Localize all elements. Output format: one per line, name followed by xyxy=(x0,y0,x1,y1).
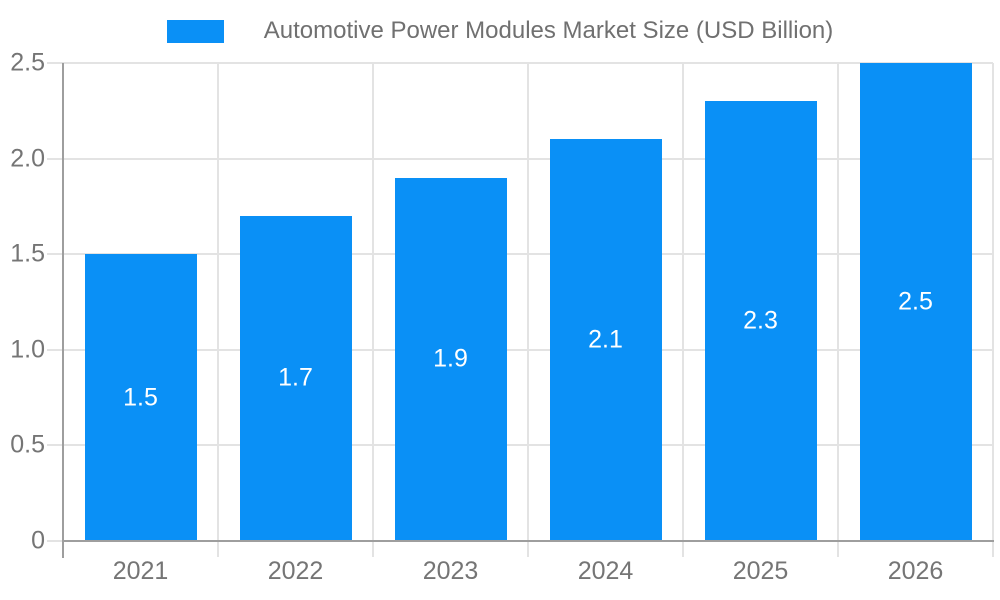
bar[interactable] xyxy=(84,254,197,541)
x-axis-tick-label: 2024 xyxy=(577,557,634,585)
y-tick-mark xyxy=(47,348,63,351)
bar-value-label: 1.5 xyxy=(123,383,158,412)
bar-value-label: 2.3 xyxy=(743,306,778,335)
chart-legend: Automotive Power Modules Market Size (US… xyxy=(0,16,1000,46)
x-axis-line xyxy=(62,540,994,542)
y-axis-tick-label: 1.0 xyxy=(10,335,45,364)
bar[interactable] xyxy=(704,101,817,541)
y-axis-line xyxy=(62,63,64,558)
bar[interactable] xyxy=(549,139,662,541)
x-axis-tick-label: 2022 xyxy=(267,557,324,585)
v-gridline xyxy=(837,63,839,557)
bar[interactable] xyxy=(239,215,352,541)
y-axis-tick-label: 1.5 xyxy=(10,239,45,268)
bar[interactable] xyxy=(859,63,972,541)
x-axis-tick-label: 2025 xyxy=(732,557,789,585)
y-tick-mark xyxy=(47,444,63,447)
y-tick-mark xyxy=(47,540,63,542)
x-axis-tick-label: 2021 xyxy=(112,557,169,585)
bar-value-label: 1.9 xyxy=(433,344,468,373)
x-axis-tick-label: 2023 xyxy=(422,557,479,585)
v-gridline xyxy=(527,63,529,557)
bar[interactable] xyxy=(394,177,507,541)
bar-value-label: 1.7 xyxy=(278,363,313,392)
y-tick-mark xyxy=(47,62,63,64)
y-axis-tick-label: 0.5 xyxy=(10,430,45,459)
legend-swatch xyxy=(166,19,224,43)
v-gridline xyxy=(217,63,219,557)
v-gridline xyxy=(372,63,374,557)
v-gridline xyxy=(992,63,994,557)
bar-value-label: 2.5 xyxy=(898,287,933,316)
bar-value-label: 2.1 xyxy=(588,325,623,354)
v-gridline xyxy=(682,63,684,557)
y-axis-tick-label: 2.0 xyxy=(10,144,45,173)
x-axis-tick-label: 2026 xyxy=(887,557,944,585)
y-tick-mark xyxy=(47,157,63,160)
chart-title: Automotive Power Modules Market Size (US… xyxy=(263,17,834,44)
y-axis-tick-label: 2.5 xyxy=(10,48,45,77)
y-axis-tick-label: 0 xyxy=(31,526,45,555)
y-tick-mark xyxy=(47,253,63,256)
